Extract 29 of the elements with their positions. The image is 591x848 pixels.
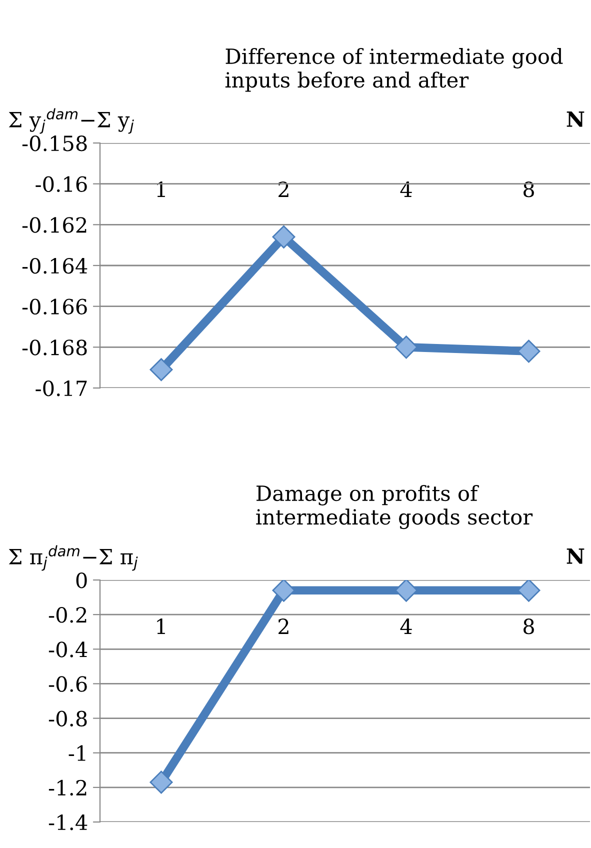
y-tick-label: -1.4 <box>48 814 88 830</box>
y-tick-label: -0.17 <box>36 380 87 396</box>
y-tick-label: -1.2 <box>48 780 86 796</box>
y-tick-label: -0.162 <box>22 217 86 233</box>
y-axis-title: Σ π$_{j}$$^{dam}$−Σ π$_{j}$ <box>8 545 138 571</box>
y-tick-label: -0.158 <box>22 135 87 152</box>
y-tick-label: -0.2 <box>48 607 86 623</box>
y-tick-label: -0.168 <box>22 340 87 356</box>
y-tick-label: 0 <box>76 572 87 588</box>
y-tick-label: -0.166 <box>22 298 87 315</box>
x-axis-title: N <box>566 548 584 564</box>
x-tick-label: 8 <box>524 618 534 634</box>
y-tick-label: -0.16 <box>36 176 87 192</box>
y-tick-label: -0.8 <box>48 710 87 726</box>
point <box>517 340 540 363</box>
x-tick-label: 1 <box>157 618 165 634</box>
x-tick-label: 4 <box>400 618 412 634</box>
point <box>272 225 296 248</box>
point <box>394 336 418 359</box>
y-tick-label: -1 <box>68 745 86 761</box>
chart-title: Difference of intermediate good inputs before and after <box>225 48 563 92</box>
y-axis-title: Σ y$_{j}$$^{dam}$−Σ y$_{j}$ <box>8 108 134 134</box>
y-tick-label: -0.6 <box>48 676 87 692</box>
chart-title: Damage on profits of intermediate goods sector <box>256 484 533 530</box>
point <box>150 358 173 382</box>
x-tick-label: 2 <box>278 618 288 634</box>
y-tick-label: -0.4 <box>48 642 88 658</box>
x-axis-title: N <box>566 112 584 127</box>
y-tick-label: -0.164 <box>22 258 88 274</box>
